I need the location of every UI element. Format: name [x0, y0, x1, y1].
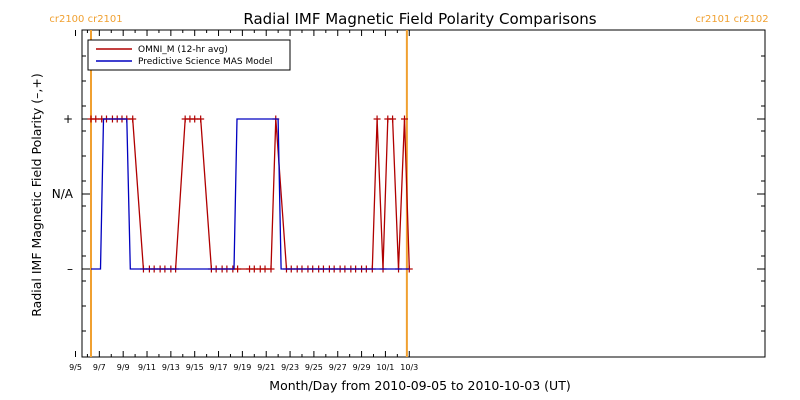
carrington-label: cr2100 cr2101	[49, 14, 122, 25]
legend-label-mas: Predictive Science MAS Model	[138, 57, 273, 67]
x-axis: 9/5 9/7 9/9 9/11 9/13 9/15 9/17 9/19 9/21 9/23 9/2…	[69, 30, 418, 372]
x-tick-label: 9/7	[93, 363, 106, 372]
data-point	[129, 115, 137, 123]
x-tick-label: 9/19	[233, 363, 251, 372]
data-point	[197, 115, 205, 123]
y-axis-label: Radial IMF Magnetic Field Polarity (–,+)	[29, 73, 44, 316]
data-point	[261, 265, 269, 273]
data-point	[389, 115, 397, 123]
x-tick-label: 9/13	[162, 363, 180, 372]
x-tick-label: 9/27	[329, 363, 347, 372]
x-tick-label: 9/29	[353, 363, 371, 372]
series-layer	[87, 115, 413, 273]
legend-box	[87, 39, 291, 71]
data-point	[250, 265, 258, 273]
x-tick-label: 9/11	[138, 363, 156, 372]
data-point	[92, 115, 100, 123]
y-tick-label: N/A	[52, 187, 74, 201]
data-point	[191, 115, 199, 123]
data-point	[267, 265, 275, 273]
data-point	[373, 115, 381, 123]
x-tick-label: 10/1	[376, 363, 394, 372]
x-tick-label: 9/9	[117, 363, 130, 372]
x-tick-label: 9/23	[281, 363, 299, 372]
y-axis: + N/A –	[52, 55, 765, 332]
x-tick-label: 9/15	[186, 363, 204, 372]
chart-title: Radial IMF Magnetic Field Polarity Compa…	[243, 10, 596, 28]
y-tick-label: +	[63, 112, 73, 126]
carrington-label: cr2101 cr2102	[695, 14, 768, 25]
x-tick-label: 9/21	[257, 363, 275, 372]
data-point	[400, 115, 408, 123]
x-tick-label: 9/17	[210, 363, 228, 372]
x-tick-label: 9/5	[69, 363, 82, 372]
plot-frame	[81, 29, 766, 358]
x-axis-label: Month/Day from 2010-09-05 to 2010-10-03 …	[269, 378, 570, 393]
x-tick-label: 10/3	[400, 363, 418, 372]
series-line	[91, 118, 410, 270]
series-line	[91, 118, 410, 270]
y-tick-label: –	[67, 262, 73, 276]
data-point	[234, 265, 242, 273]
legend: OMNI_M (12-hr avg) Predictive Science MA…	[87, 39, 291, 71]
legend-label-omni: OMNI_M (12-hr avg)	[138, 45, 228, 55]
x-tick-label: 9/25	[305, 363, 323, 372]
